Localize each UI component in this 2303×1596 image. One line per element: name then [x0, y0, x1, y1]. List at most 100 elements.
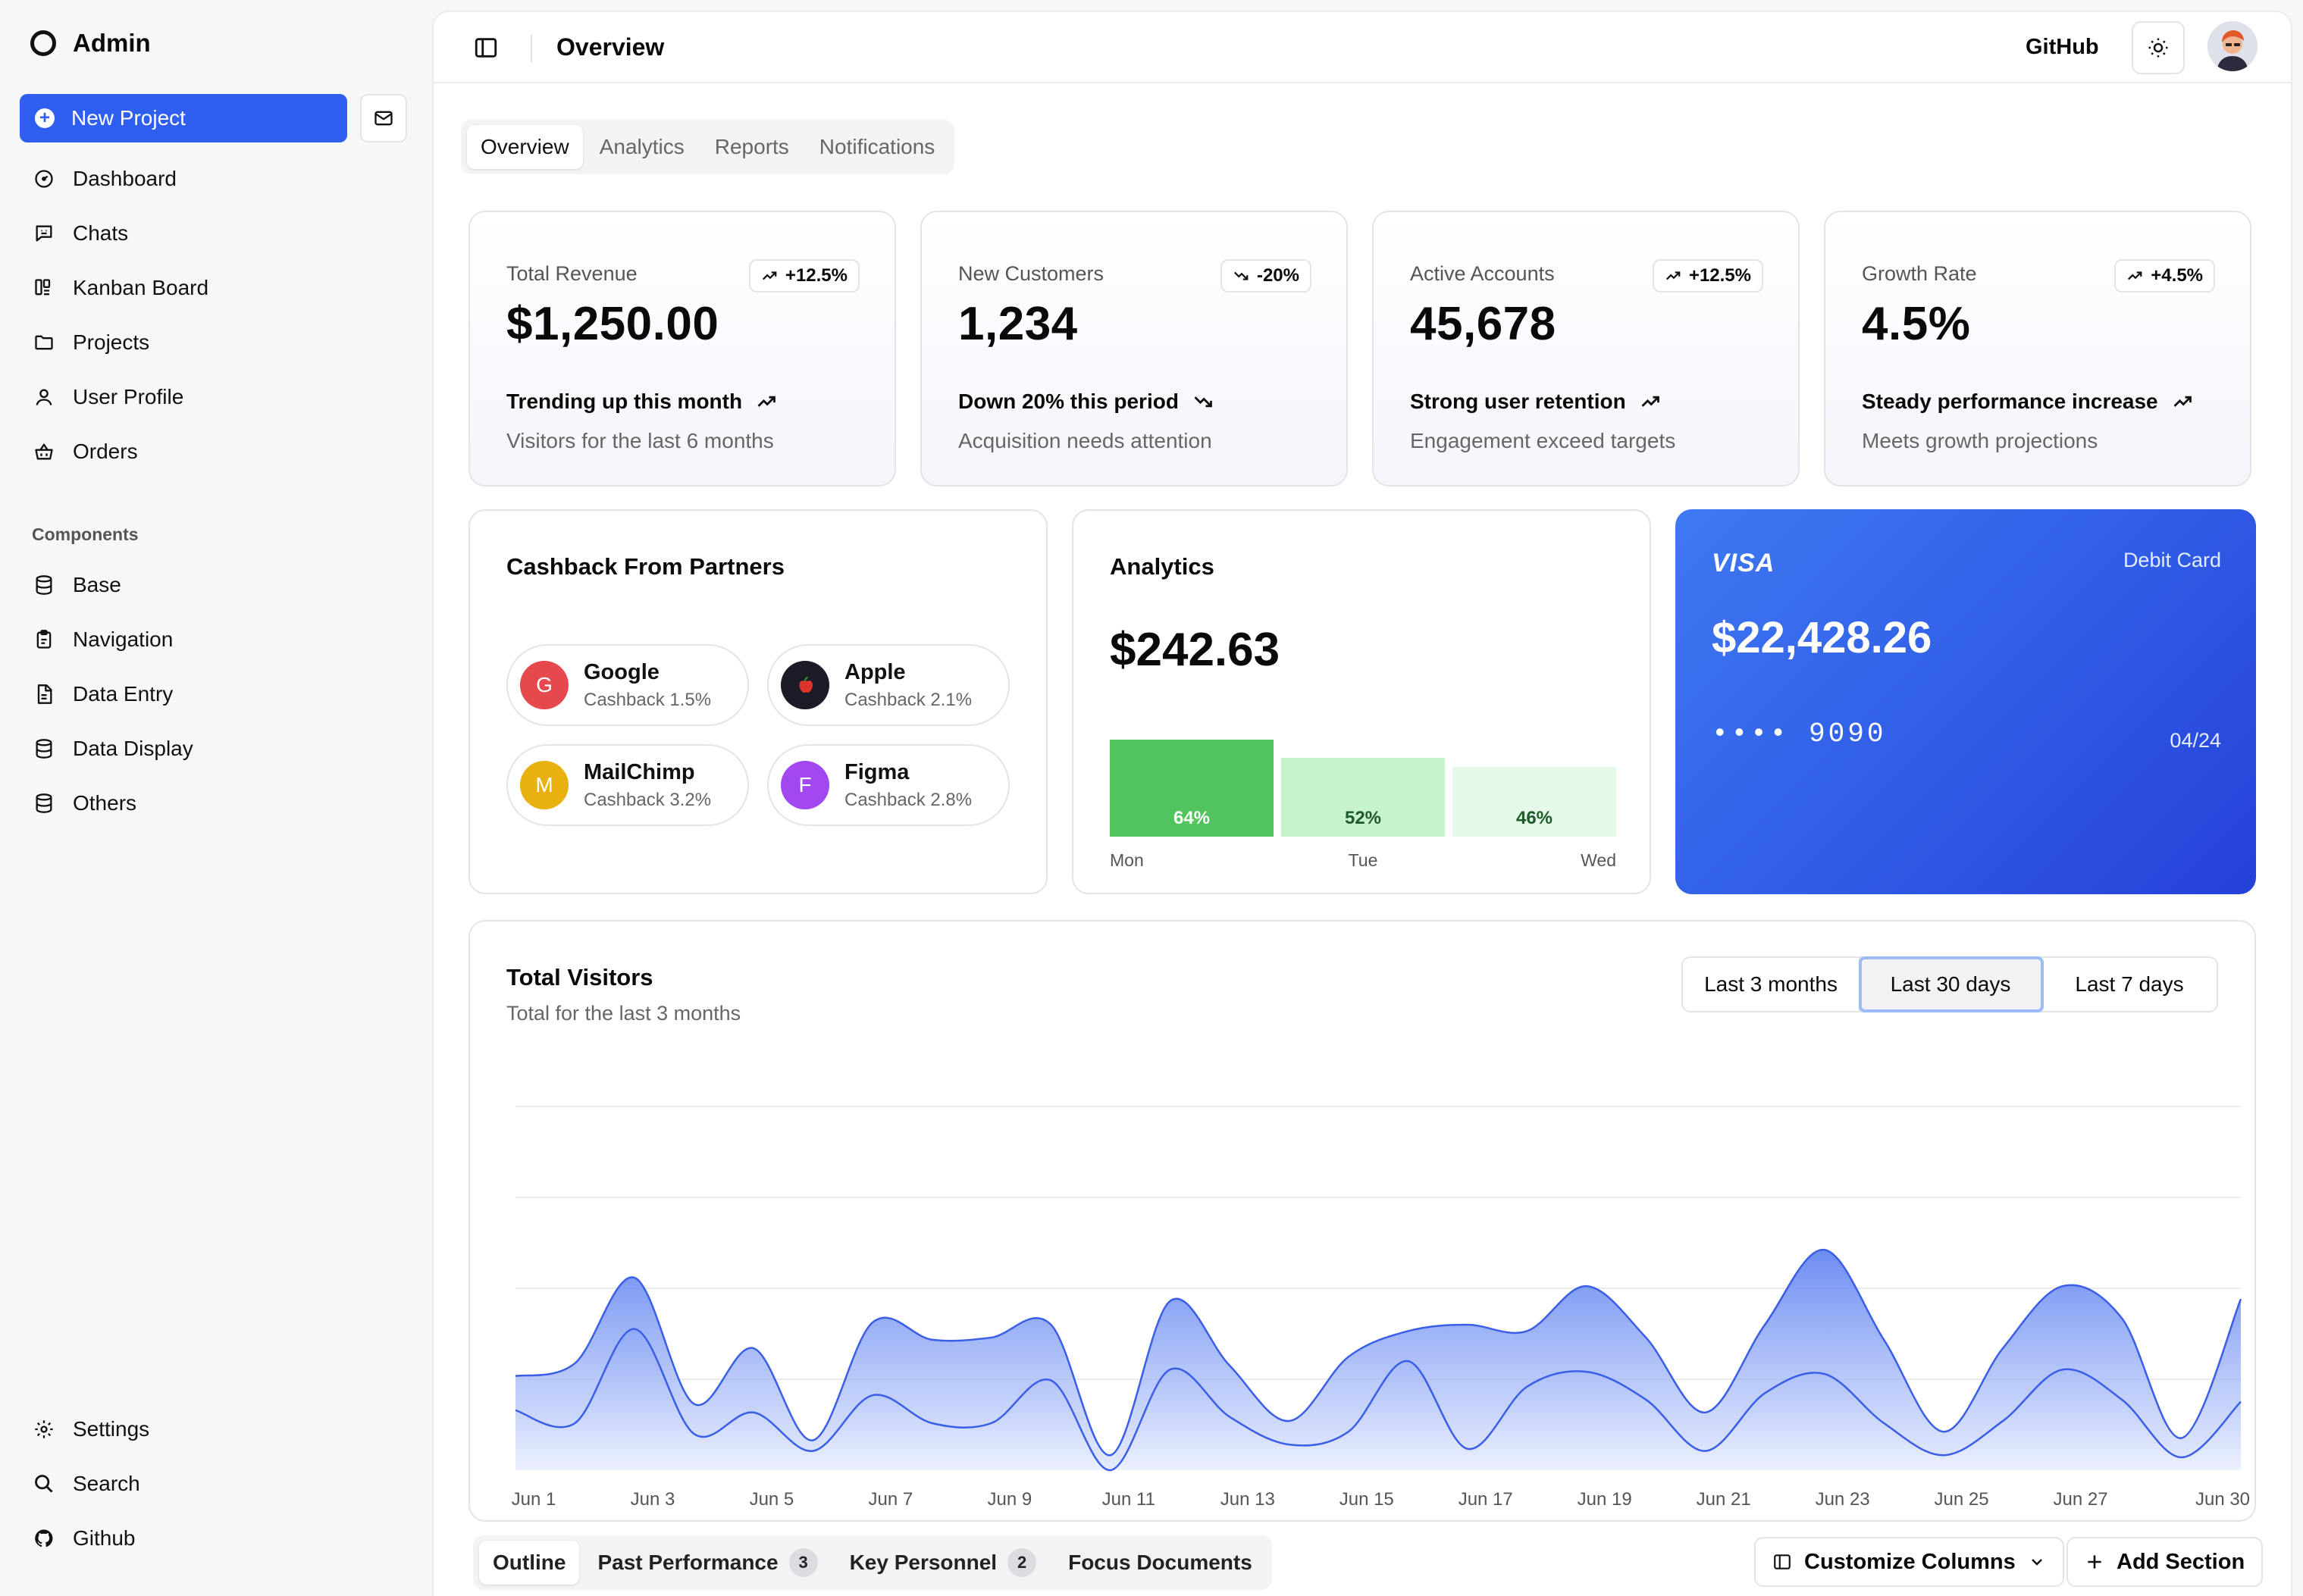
x-tick-label: Jun 27	[2054, 1489, 2108, 1510]
search-icon	[35, 1475, 53, 1493]
sidebar-item-settings[interactable]: Settings	[20, 1402, 414, 1457]
github-icon	[35, 1529, 53, 1547]
sidebar-item-projects[interactable]: Projects	[20, 315, 414, 370]
sidebar-item-label: Kanban Board	[73, 276, 209, 299]
visa-logo: VISA	[1712, 549, 1775, 577]
trending-down-icon	[1233, 271, 1249, 280]
range-last-7-days[interactable]: Last 7 days	[2075, 972, 2184, 996]
partner-mailchimp[interactable]: M MailChimp Cashback 3.2%	[506, 744, 749, 826]
x-tick-label: Jun 1	[512, 1489, 556, 1510]
inbox-button[interactable]	[360, 94, 407, 142]
stat-badge-value: +12.5%	[1688, 265, 1751, 286]
sidebar-item-github[interactable]: Github	[20, 1511, 414, 1566]
components-nav: Base Navigation Data Entry Data Display …	[20, 558, 414, 831]
brand[interactable]: Admin	[30, 29, 151, 58]
top-bar: Overview GitHub	[434, 12, 2291, 83]
sun-icon	[2148, 38, 2168, 58]
stat-trend: Steady performance increase	[1862, 390, 2193, 414]
tab-overview[interactable]: Overview	[467, 125, 583, 169]
sidebar-item-base[interactable]: Base	[20, 558, 414, 612]
new-project-label: New Project	[71, 106, 186, 130]
dashboard-icon	[35, 170, 53, 188]
range-last-3-months[interactable]: Last 3 months	[1683, 958, 1860, 1011]
sidebar-item-label: Others	[73, 791, 137, 815]
kanban-icon	[35, 279, 51, 296]
card-number: •••• 9090	[1712, 718, 1887, 749]
sidebar-item-label: Data Display	[73, 737, 193, 760]
x-tick-label: Jun 15	[1340, 1489, 1394, 1510]
partner-cashback: Cashback 2.1%	[844, 689, 973, 710]
sidebar-item-label: User Profile	[73, 385, 184, 408]
sidebar-item-others[interactable]: Others	[20, 776, 414, 831]
sidebar-item-navigation[interactable]: Navigation	[20, 612, 414, 667]
figma-avatar: F	[781, 761, 829, 809]
analytics-title: Analytics	[1110, 553, 1214, 580]
tab-focus-documents[interactable]: Focus Documents	[1054, 1541, 1266, 1585]
x-tick-label: Jun 13	[1220, 1489, 1275, 1510]
mailchimp-avatar: M	[520, 761, 569, 809]
cashback-title: Cashback From Partners	[506, 553, 785, 580]
google-avatar: G	[520, 661, 569, 709]
partner-figma[interactable]: F Figma Cashback 2.8%	[767, 744, 1010, 826]
x-tick-label: Jun 25	[1935, 1489, 1989, 1510]
bar-mon: 64%	[1110, 740, 1274, 837]
sidebar-item-label: Github	[73, 1526, 136, 1550]
github-link[interactable]: GitHub	[2026, 35, 2099, 59]
components-section-label: Components	[32, 524, 139, 544]
new-project-button[interactable]: + New Project	[20, 94, 347, 142]
page-title: Overview	[556, 33, 665, 61]
series-1-line	[515, 1328, 2242, 1472]
trending-up-icon	[2173, 396, 2192, 407]
divider	[531, 35, 532, 62]
stat-trend-text: Strong user retention	[1410, 390, 1626, 413]
tab-past-performance[interactable]: Past Performance 3	[584, 1541, 831, 1585]
series-2-line	[515, 1248, 2242, 1457]
count-badge: 2	[1007, 1548, 1037, 1577]
stat-subtext: Meets growth projections	[1862, 429, 2098, 452]
analytics-bar-chart: 64% Mon 52% Tue 46% Wed	[1110, 700, 1616, 870]
series-1-area	[515, 1328, 2241, 1471]
tab-reports[interactable]: Reports	[714, 135, 789, 158]
sidebar-item-label: Chats	[73, 221, 129, 245]
sidebar-item-data-display[interactable]: Data Display	[20, 721, 414, 776]
sidebar-item-orders[interactable]: Orders	[20, 424, 414, 479]
debit-card[interactable]: VISA Debit Card $22,428.26 •••• 9090 04/…	[1675, 509, 2256, 894]
database-icon	[36, 793, 52, 813]
stat-value: 45,678	[1410, 298, 1556, 350]
avatar[interactable]	[2207, 21, 2258, 71]
count-badge: 3	[788, 1548, 818, 1577]
tab-key-personnel[interactable]: Key Personnel 2	[836, 1541, 1051, 1585]
visitors-title: Total Visitors	[506, 964, 653, 990]
tab-label: Focus Documents	[1068, 1551, 1252, 1574]
stat-badge: -20%	[1220, 259, 1311, 293]
stat-value: 4.5%	[1862, 298, 1971, 350]
columns-icon	[1774, 1554, 1791, 1569]
tab-label: Outline	[493, 1551, 566, 1574]
x-tick-label: Jun 7	[869, 1489, 913, 1510]
tab-analytics[interactable]: Analytics	[599, 135, 685, 158]
sidebar-item-user-profile[interactable]: User Profile	[20, 370, 414, 424]
card-expiry: 04/24	[2170, 729, 2221, 752]
sidebar-item-kanban[interactable]: Kanban Board	[20, 261, 414, 315]
sidebar-item-dashboard[interactable]: Dashboard	[20, 152, 414, 206]
sidebar-toggle-icon[interactable]	[473, 35, 499, 61]
theme-toggle-button[interactable]	[2132, 21, 2185, 74]
bar-tue: 52%	[1281, 758, 1445, 837]
tab-outline[interactable]: Outline	[479, 1541, 580, 1585]
customize-columns-button[interactable]: Customize Columns	[1754, 1537, 2064, 1587]
sidebar-item-chats[interactable]: Chats	[20, 206, 414, 261]
x-tick-label: Jun 21	[1697, 1489, 1751, 1510]
partner-apple[interactable]: Apple Cashback 2.1%	[767, 644, 1010, 726]
sidebar-item-search[interactable]: Search	[20, 1457, 414, 1511]
bar-wed: 46%	[1452, 767, 1616, 837]
add-section-button[interactable]: Add Section	[2066, 1537, 2264, 1587]
sidebar-item-data-entry[interactable]: Data Entry	[20, 667, 414, 721]
stat-trend: Strong user retention	[1410, 390, 1661, 414]
range-last-30-days[interactable]: Last 30 days	[1859, 956, 2044, 1012]
stat-trend: Down 20% this period	[958, 390, 1214, 414]
user-icon	[36, 389, 52, 405]
partner-google[interactable]: G Google Cashback 1.5%	[506, 644, 749, 726]
tab-notifications[interactable]: Notifications	[819, 135, 935, 158]
sidebar-item-label: Orders	[73, 440, 138, 463]
bar-day-label: Mon	[1110, 850, 1144, 870]
